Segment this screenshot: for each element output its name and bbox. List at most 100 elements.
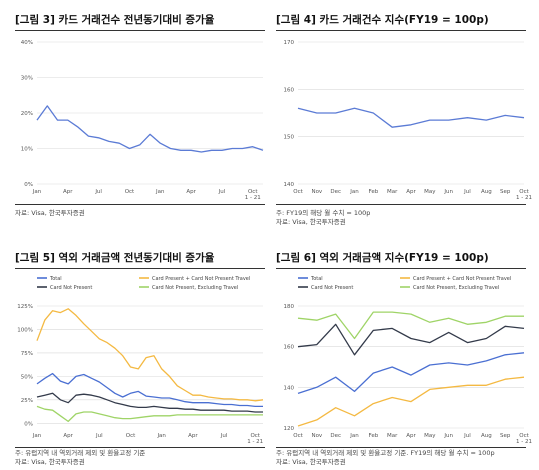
chart-title: [그림 4] 카드 거래건수 지수(FY19 = 100p) (276, 14, 489, 26)
footer-divider (15, 204, 265, 205)
x-tick-label: 1 - 21 (516, 195, 532, 201)
x-tick-label: Nov (311, 433, 322, 439)
x-tick-label: 1 - 21 (245, 195, 261, 201)
y-tick-label: 170 (284, 40, 295, 46)
x-tick-label: Apr (406, 189, 416, 195)
x-tick-label: Aug (481, 433, 492, 439)
legend-label: Card Not Present, Excluding Travel (413, 285, 499, 291)
line-chart: 140 150 160 170 Oct Nov Dec Jan Feb Mar Apr May Jun J… (284, 40, 532, 201)
x-tick-label: Apr (188, 433, 198, 439)
x-tick-label: Jul (463, 189, 471, 195)
x-tick-label: Jan (349, 189, 359, 195)
x-tick-label: Jan (349, 433, 359, 439)
chart-title: [그림 3] 카드 거래건수 전년동기대비 증가율 (15, 14, 215, 26)
title-divider (15, 268, 265, 269)
x-tick-label: 1 - 21 (247, 439, 263, 445)
x-tick-label: May (424, 433, 436, 439)
footer-divider (15, 447, 265, 448)
x-tick-label: Jul (463, 433, 471, 439)
x-tick-label: Jan (32, 433, 42, 439)
legend-label: Card Present + Card Not Present Travel (413, 276, 511, 282)
y-tick-label: 40% (21, 40, 33, 46)
x-tick-label: Oct (125, 189, 135, 195)
x-tick-label: Jun (443, 189, 453, 195)
x-tick-label: Oct (248, 189, 258, 195)
footnote: 주: 유럽지역 내 역외거래 제외 및 환율고정 기준 (15, 449, 146, 457)
x-tick-label: Apr (63, 433, 73, 439)
x-tick-label: Jan (32, 189, 42, 195)
title-divider (276, 30, 526, 31)
x-tick-label: Jan (156, 433, 166, 439)
source-note: 자료: Visa, 한국투자증권 (15, 209, 85, 217)
y-tick-label: 25% (21, 398, 33, 404)
footnote: 주: FY19의 해당 월 수치 = 100p (276, 209, 371, 217)
y-tick-label: 125% (17, 304, 33, 310)
series-line (297, 352, 525, 395)
y-tick-label: 180 (284, 304, 295, 310)
x-tick-label: Mar (387, 433, 398, 439)
legend-label: Total (310, 276, 323, 282)
x-tick-label: Feb (368, 189, 378, 195)
series-line (36, 105, 264, 153)
x-tick-label: Sep (500, 433, 511, 439)
x-tick-label: Aug (481, 189, 492, 195)
x-tick-label: Jul (220, 433, 228, 439)
y-tick-label: 0% (24, 421, 33, 427)
chart-panel-1: [그림 3] 카드 거래건수 전년동기대비 증가율 0% 10% 20% 30% 40%… (15, 12, 270, 222)
y-tick-label: 100% (17, 327, 33, 333)
series-line (36, 308, 264, 402)
x-tick-label: Sep (500, 189, 511, 195)
x-tick-label: Oct (293, 433, 303, 439)
footer-divider (276, 447, 526, 448)
legend-label: Card Not Present (311, 285, 353, 291)
x-tick-label: Apr (406, 433, 416, 439)
x-tick-label: Oct (519, 189, 529, 195)
footnote: 주: 유럽지역 내 역외거래 제외 및 환율고정 기준. FY19의 해당 월 … (276, 449, 495, 457)
x-tick-label: Jun (443, 433, 453, 439)
legend-label: Card Not Present, Excluding Travel (152, 285, 238, 291)
source-note: 자료: Visa, 한국투자증권 (15, 458, 85, 466)
y-tick-label: 10% (21, 147, 33, 153)
series-line (297, 311, 524, 340)
x-tick-label: Mar (387, 189, 398, 195)
y-tick-label: 20% (21, 111, 33, 117)
x-tick-label: 1 - 21 (516, 439, 532, 445)
series-line (297, 323, 525, 356)
x-tick-label: Oct (293, 189, 303, 195)
y-tick-label: 50% (21, 374, 33, 380)
y-tick-label: 120 (284, 426, 295, 432)
series-line (297, 107, 525, 128)
series-line (297, 376, 525, 427)
chart-panel-3: [그림 5] 역외 거래금액 전년동기대비 증가율 0% 25% 50% 75% 100… (15, 250, 270, 470)
x-tick-label: Jul (95, 433, 103, 439)
legend-label: Total (49, 276, 62, 282)
title-divider (276, 268, 526, 269)
x-tick-label: Dec (330, 433, 341, 439)
title-divider (15, 30, 265, 31)
legend-label: Card Not Present (50, 285, 92, 291)
chart-title: [그림 6] 역외 거래금액 지수(FY19 = 100p) (276, 252, 489, 264)
series-line (36, 405, 263, 423)
y-tick-label: 30% (21, 76, 33, 82)
chart-title: [그림 5] 역외 거래금액 전년동기대비 증가율 (15, 252, 215, 264)
x-tick-label: Jul (218, 189, 226, 195)
line-chart: 120 140 160 180 Oct Nov Dec Jan Feb Mar Apr May Jun J… (284, 276, 532, 445)
x-tick-label: Nov (311, 189, 322, 195)
y-tick-label: 0% (24, 182, 33, 188)
y-tick-label: 150 (284, 135, 295, 141)
x-tick-label: Dec (330, 189, 341, 195)
source-note: 자료: Visa, 한국투자증권 (276, 218, 346, 226)
line-chart: 0%10%20%30%40%Jan Apr Jul Oct Jan Apr Jul Oct1 … (21, 40, 264, 201)
x-tick-label: Apr (186, 189, 196, 195)
footer-divider (276, 204, 526, 205)
y-tick-label: 140 (284, 385, 295, 391)
line-chart: 0% 25% 50% 75% 100% 125% Jan Apr Jul Oct Jan Apr Jul… (17, 276, 264, 445)
x-tick-label: Apr (63, 189, 73, 195)
y-tick-label: 140 (284, 182, 295, 188)
chart-panel-4: [그림 6] 역외 거래금액 지수(FY19 = 100p) 120 140 160… (276, 250, 532, 470)
x-tick-label: Jul (94, 189, 102, 195)
y-tick-label: 160 (284, 87, 295, 93)
x-tick-label: Feb (368, 433, 378, 439)
legend-label: Card Present + Card Not Present Travel (152, 276, 250, 282)
source-note: 자료: Visa, 한국투자증권 (276, 458, 346, 466)
